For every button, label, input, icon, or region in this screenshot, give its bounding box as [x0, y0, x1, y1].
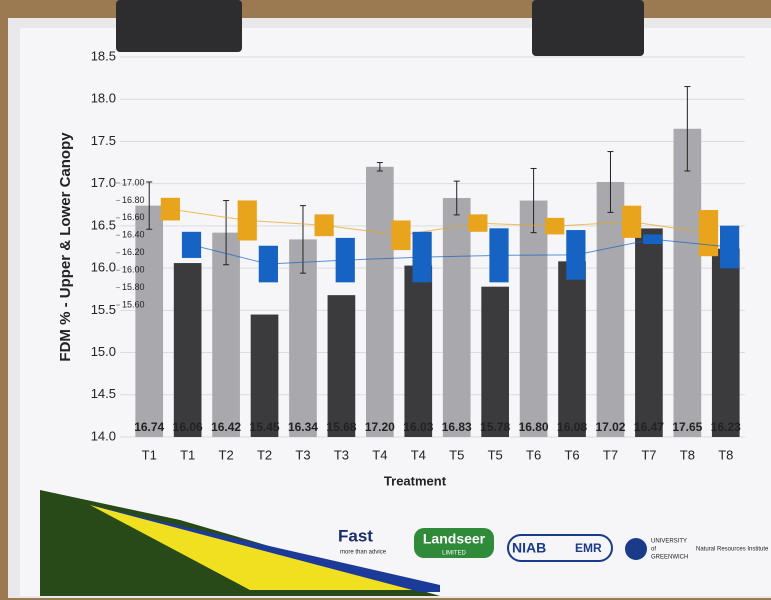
- y-tick-label: 15.5: [91, 302, 116, 317]
- bar: [173, 263, 202, 437]
- data-label: 15.78: [480, 420, 510, 434]
- y2-tick-label: 16.40: [122, 230, 145, 240]
- logo-text: of: [651, 547, 656, 553]
- bar: [327, 295, 356, 437]
- x-tick-label: T1: [142, 447, 157, 462]
- bar: [250, 314, 279, 437]
- bar: [366, 166, 394, 437]
- y2-tick-label: 17.00: [122, 177, 145, 187]
- y-tick-label: 18.5: [91, 48, 116, 63]
- logo-text: EMR: [575, 541, 602, 555]
- x-tick-label: T3: [334, 447, 349, 462]
- bar: [711, 248, 740, 437]
- trend-line: [191, 238, 730, 265]
- y-tick-label: 17.0: [91, 175, 116, 190]
- data-label: 17.02: [595, 420, 625, 434]
- bar: [596, 181, 625, 437]
- data-label: 17.20: [365, 420, 395, 434]
- data-label: 16.06: [173, 420, 203, 434]
- y2-tick-label: 16.20: [122, 247, 145, 257]
- data-label: 16.23: [711, 420, 741, 434]
- y2-tick-label: 16.60: [122, 212, 145, 222]
- logo-badge: [507, 534, 613, 562]
- logo-text: GREENWICH: [651, 555, 688, 561]
- logo-text: NIAB: [512, 540, 546, 556]
- y-tick-label: 18.0: [91, 91, 116, 106]
- x-tick-label: T2: [257, 447, 272, 462]
- x-tick-label: T6: [526, 447, 541, 462]
- x-tick-label: T5: [488, 447, 503, 462]
- data-label: 17.65: [672, 420, 702, 434]
- y-tick-label: 15.0: [91, 344, 116, 359]
- x-tick-label: T8: [680, 447, 695, 462]
- bar: [558, 261, 586, 437]
- x-tick-label: T4: [372, 447, 387, 462]
- x-tick-label: T4: [411, 447, 426, 462]
- x-tick-label: T5: [449, 447, 464, 462]
- bar: [135, 205, 164, 437]
- logo-text: more than advice: [340, 550, 387, 556]
- y-tick-label: 14.0: [91, 428, 116, 443]
- trend-line: [170, 208, 709, 236]
- data-label: 16.80: [519, 420, 549, 434]
- data-label: 16.34: [288, 420, 318, 434]
- bar: [212, 232, 240, 437]
- bar: [404, 265, 433, 437]
- data-label: 15.68: [326, 420, 356, 434]
- data-label: 16.08: [557, 420, 587, 434]
- x-tick-label: T6: [564, 447, 579, 462]
- data-label: 16.74: [134, 420, 164, 434]
- x-tick-label: T7: [603, 447, 618, 462]
- y-tick-label: 14.5: [91, 386, 116, 401]
- y2-tick-label: 16.00: [122, 265, 145, 275]
- y-tick-label: 17.5: [91, 133, 116, 148]
- logo-text: Natural Resources Institute: [696, 547, 769, 553]
- data-label: 15.45: [250, 420, 280, 434]
- x-tick-label: T3: [295, 447, 310, 462]
- data-label: 16.47: [634, 420, 664, 434]
- y-axis-label: FDM % - Upper & Lower Canopy: [57, 132, 74, 362]
- data-label: 16.42: [211, 420, 241, 434]
- x-tick-label: T1: [180, 447, 195, 462]
- x-axis-label: Treatment: [384, 473, 447, 488]
- clip: [532, 0, 644, 56]
- data-label: 16.83: [442, 420, 472, 434]
- logo-badge: [414, 528, 494, 558]
- banner-blue: [90, 505, 440, 592]
- bar: [519, 200, 548, 437]
- clip: [116, 0, 242, 52]
- bar: [481, 286, 509, 437]
- logo-text: Landseer: [423, 531, 486, 547]
- logo-text: LIMITED: [442, 551, 466, 557]
- y2-tick-label: 15.80: [122, 282, 145, 292]
- logo-text: Fast: [338, 526, 373, 545]
- x-tick-label: T2: [219, 447, 234, 462]
- y2-tick-label: 15.60: [122, 299, 145, 309]
- y2-tick-label: 16.80: [122, 195, 145, 205]
- bar: [442, 198, 471, 437]
- logo-seal: [625, 538, 647, 560]
- bar: [673, 128, 702, 437]
- y-tick-label: 16.0: [91, 260, 116, 275]
- bar: [635, 228, 663, 437]
- x-tick-label: T7: [641, 447, 656, 462]
- data-label: 16.03: [403, 420, 433, 434]
- x-tick-label: T8: [718, 447, 733, 462]
- y-tick-label: 16.5: [91, 217, 116, 232]
- logo-text: UNIVERSITY: [651, 539, 687, 545]
